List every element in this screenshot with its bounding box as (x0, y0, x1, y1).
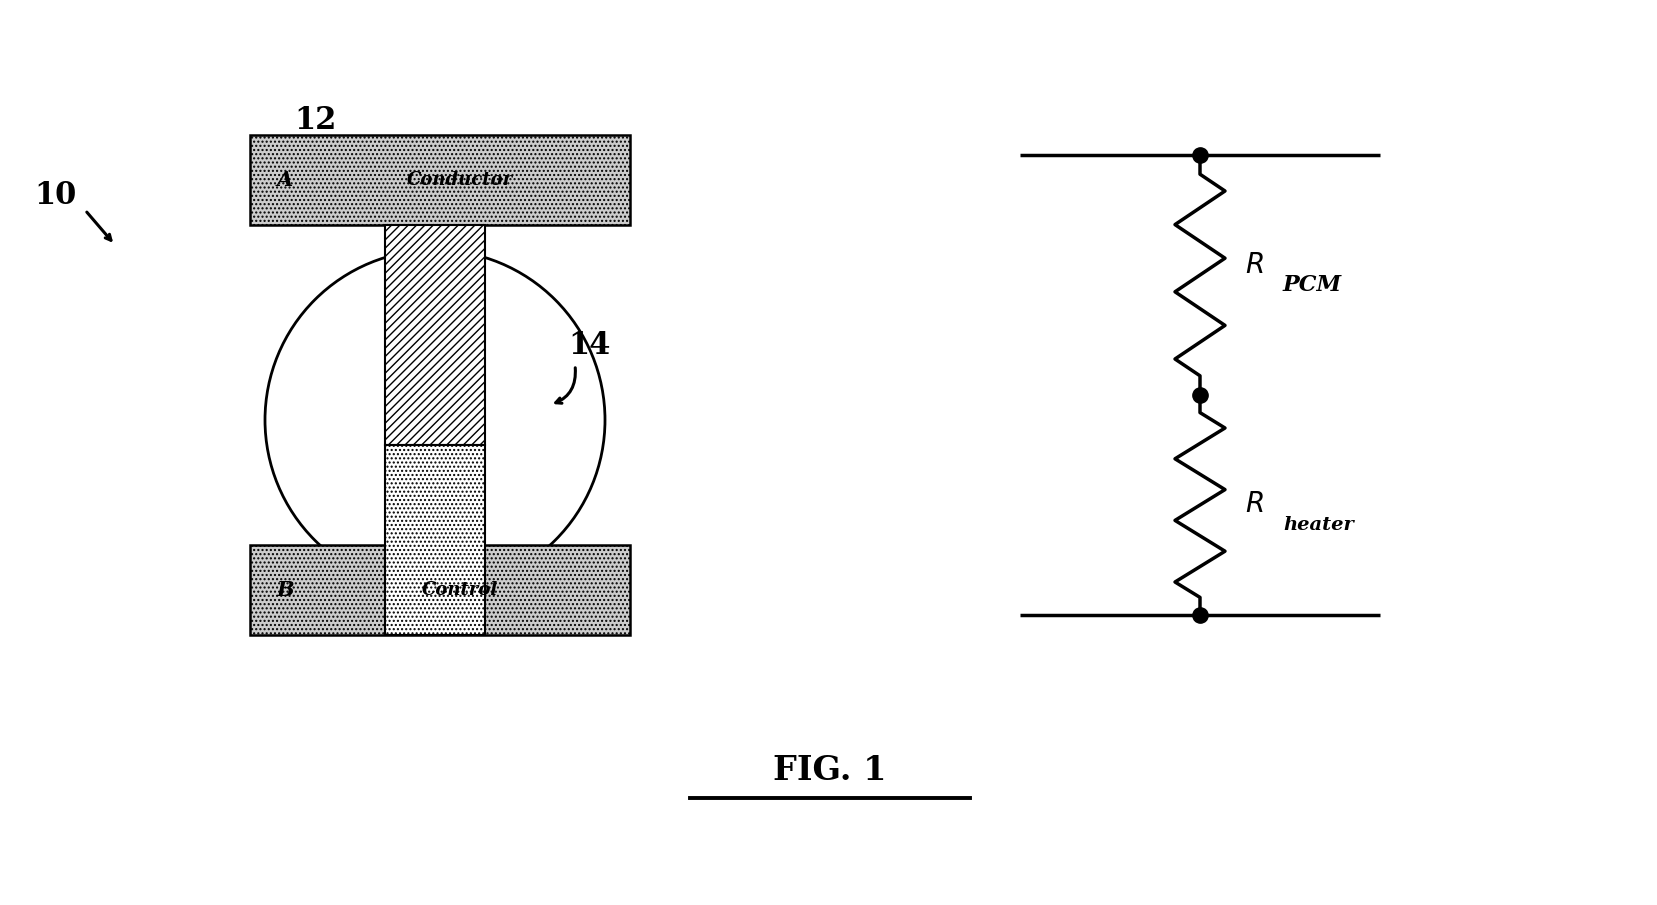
Text: B: B (277, 580, 293, 600)
Text: Control: Control (423, 581, 499, 599)
Text: $R$: $R$ (1244, 252, 1264, 279)
Bar (384, 225, 486, 445)
Ellipse shape (265, 250, 605, 590)
Text: PCM: PCM (1283, 274, 1342, 296)
Text: Conductor: Conductor (408, 171, 514, 189)
Text: FIG. 1: FIG. 1 (774, 754, 886, 786)
Text: A: A (277, 170, 293, 190)
Bar (384, 445, 486, 635)
Text: 12: 12 (293, 104, 336, 136)
Text: heater: heater (1283, 516, 1354, 534)
Text: $R$: $R$ (1244, 491, 1264, 519)
Text: 10: 10 (33, 179, 76, 211)
Text: 14: 14 (568, 329, 611, 360)
Bar (250, 545, 630, 635)
Bar (250, 135, 630, 225)
